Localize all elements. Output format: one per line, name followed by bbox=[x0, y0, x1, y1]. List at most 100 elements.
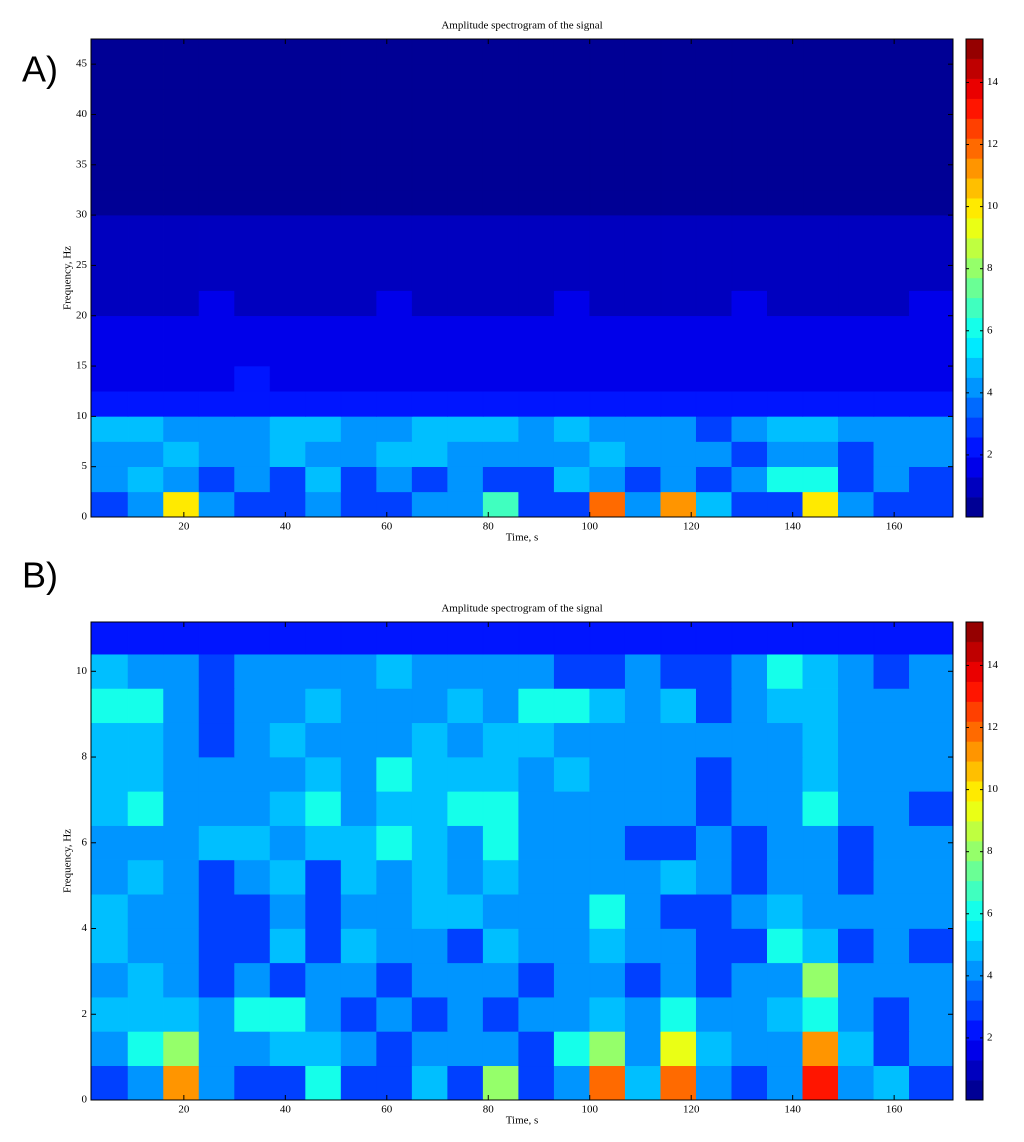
heatmap-cell bbox=[91, 390, 129, 417]
heatmap-cell bbox=[873, 1065, 910, 1100]
heatmap-cell bbox=[91, 688, 129, 724]
heatmap-cell bbox=[767, 340, 804, 367]
heatmap-cell bbox=[731, 962, 768, 998]
heatmap-cell bbox=[873, 466, 910, 493]
heatmap-cell bbox=[376, 996, 413, 1032]
heatmap-cell bbox=[305, 63, 342, 90]
heatmap-cell bbox=[518, 365, 555, 392]
colorbar-segment bbox=[965, 98, 984, 119]
heatmap-cell bbox=[91, 791, 129, 826]
heatmap-cell bbox=[553, 89, 591, 115]
heatmap-cell bbox=[767, 1031, 804, 1067]
heatmap-cell bbox=[624, 340, 662, 367]
heatmap-cell bbox=[518, 89, 555, 115]
heatmap-cell bbox=[269, 1031, 306, 1067]
heatmap-cell bbox=[518, 756, 555, 792]
heatmap-cell bbox=[731, 622, 768, 655]
heatmap-cell bbox=[411, 928, 448, 964]
colorbar-segment bbox=[965, 158, 984, 179]
heatmap-cell bbox=[518, 622, 555, 655]
heatmap-cell bbox=[838, 390, 875, 417]
heatmap-cell bbox=[731, 39, 768, 65]
heatmap-cell bbox=[589, 491, 626, 517]
chart-title: Amplitude spectrogram of the signal bbox=[441, 20, 602, 32]
heatmap-cell bbox=[624, 928, 662, 964]
heatmap-cell bbox=[589, 441, 626, 467]
heatmap-cell bbox=[127, 996, 164, 1032]
heatmap-cell bbox=[198, 139, 235, 166]
heatmap-cell bbox=[624, 653, 662, 689]
heatmap-cell bbox=[163, 441, 200, 467]
heatmap-cell bbox=[731, 239, 768, 266]
heatmap-cell bbox=[767, 466, 804, 493]
heatmap-cell bbox=[802, 622, 839, 655]
heatmap-cell bbox=[163, 996, 200, 1032]
heatmap-cell bbox=[589, 1065, 626, 1100]
heatmap-cell bbox=[553, 239, 591, 266]
heatmap-cell bbox=[198, 441, 235, 467]
heatmap-cell bbox=[695, 340, 733, 367]
heatmap-cell bbox=[198, 315, 235, 342]
heatmap-cell bbox=[802, 139, 839, 166]
y-tick-label: 4 bbox=[82, 922, 88, 934]
heatmap-cell bbox=[731, 1065, 768, 1100]
heatmap-cell bbox=[731, 139, 768, 166]
heatmap-cell bbox=[411, 265, 448, 291]
heatmap-cell bbox=[411, 1031, 448, 1067]
heatmap-cell bbox=[873, 416, 910, 442]
heatmap-cell bbox=[802, 340, 839, 367]
heatmap-cell bbox=[909, 722, 953, 758]
heatmap-cell bbox=[838, 290, 875, 317]
heatmap-cell bbox=[589, 722, 626, 758]
heatmap-cell bbox=[909, 466, 953, 493]
heatmap-cell bbox=[909, 688, 953, 724]
heatmap-cell bbox=[873, 491, 910, 517]
heatmap-cell bbox=[909, 859, 953, 895]
colorbar-segment bbox=[965, 138, 984, 159]
heatmap-cell bbox=[767, 928, 804, 964]
heatmap-cell bbox=[624, 239, 662, 266]
heatmap-cell bbox=[873, 653, 910, 689]
heatmap-cell bbox=[518, 239, 555, 266]
heatmap-cell bbox=[163, 189, 200, 216]
heatmap-cell bbox=[802, 466, 839, 493]
heatmap-cell bbox=[198, 928, 235, 964]
heatmap-cell bbox=[553, 390, 591, 417]
colorbar-segment bbox=[965, 317, 984, 338]
x-tick-label: 140 bbox=[784, 521, 801, 533]
heatmap-cell bbox=[695, 825, 733, 861]
heatmap-cell bbox=[340, 265, 377, 291]
heatmap-cell bbox=[802, 859, 839, 895]
heatmap-cell bbox=[838, 265, 875, 291]
heatmap-cell bbox=[909, 239, 953, 266]
heatmap-cell bbox=[305, 89, 342, 115]
y-tick-label: 2 bbox=[82, 1008, 88, 1020]
heatmap-cell bbox=[767, 139, 804, 166]
heatmap-cell bbox=[482, 491, 520, 517]
heatmap-cell bbox=[589, 756, 626, 792]
colorbar-tick-label: 12 bbox=[987, 138, 998, 150]
heatmap-cell bbox=[909, 214, 953, 241]
heatmap-cell bbox=[909, 491, 953, 517]
heatmap-cell bbox=[873, 1031, 910, 1067]
heatmap-cell bbox=[163, 416, 200, 442]
heatmap-cell bbox=[198, 722, 235, 758]
x-axis-label: Time, s bbox=[506, 532, 539, 544]
colorbar-segment bbox=[965, 457, 984, 478]
heatmap-cell bbox=[482, 466, 520, 493]
heatmap-cell bbox=[127, 416, 164, 442]
heatmap-cell bbox=[482, 622, 520, 655]
heatmap-cell bbox=[91, 928, 129, 964]
heatmap-cell bbox=[518, 491, 555, 517]
heatmap-cell bbox=[234, 416, 271, 442]
heatmap-cell bbox=[376, 962, 413, 998]
x-tick-label: 120 bbox=[683, 521, 700, 533]
heatmap-cell bbox=[589, 365, 626, 392]
x-tick-label: 20 bbox=[178, 1104, 190, 1116]
heatmap-cell bbox=[909, 39, 953, 65]
heatmap-cell bbox=[731, 859, 768, 895]
heatmap-cell bbox=[234, 239, 271, 266]
heatmap-cell bbox=[624, 315, 662, 342]
heatmap-cell bbox=[198, 114, 235, 140]
heatmap-cell bbox=[411, 365, 448, 392]
